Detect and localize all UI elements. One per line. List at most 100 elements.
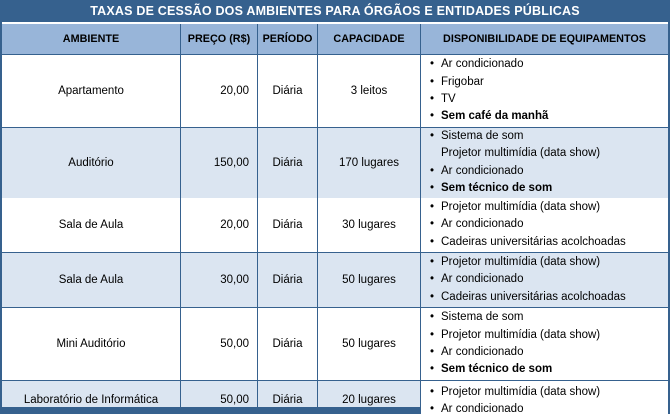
table-row: Auditório 150,00 Diária 170 lugares • Sis…	[2, 128, 668, 198]
equipment-text: TV	[441, 93, 456, 105]
bullet-icon: •	[430, 200, 435, 213]
cell-equipamentos: • Projetor multimídia (data show) • Ar cond…	[421, 381, 668, 414]
cell-equipamentos: • Sistema de som • Projetor multimídia (dat…	[421, 308, 668, 380]
bullet-icon: •	[430, 346, 435, 358]
bullet-icon: •	[430, 386, 435, 398]
equipment-text: Cadeiras universitárias acolchoadas	[441, 290, 626, 303]
cell-capacidade: 50 lugares	[318, 308, 421, 380]
bullet-icon	[430, 145, 441, 162]
equipment-item: Projetor multimídia (data show)	[430, 145, 666, 162]
equipment-item: • Sistema de som	[430, 309, 666, 326]
cell-periodo: Diária	[258, 55, 318, 127]
bullet-icon: •	[430, 93, 435, 105]
bullet-icon: •	[430, 363, 435, 376]
equipment-item: • Sem técnico de som	[430, 180, 666, 197]
column-header-preco: PREÇO (R$)	[181, 24, 258, 54]
bullet-icon: •	[430, 75, 435, 88]
equipment-text: Projetor multimídia (data show)	[441, 200, 601, 213]
bullet-icon: •	[430, 164, 435, 177]
equipment-item: • TV	[430, 91, 666, 108]
cell-capacidade: 3 leitos	[318, 55, 421, 127]
column-header-periodo: PERÍODO	[258, 24, 318, 54]
equipment-item: • Ar condicionado	[430, 216, 666, 233]
equipment-text: Ar condicionado	[441, 273, 524, 286]
equipment-item: • Sem técnico de som	[430, 361, 666, 378]
equipment-text: Sem café da manhã	[441, 110, 549, 123]
table-row: Sala de Aula 20,00 Diária 30 lugares • Pr…	[2, 198, 668, 253]
equipment-text: Projetor multimídia (data show)	[441, 255, 601, 268]
cell-equipamentos: • Ar condicionado • Frigobar • TV • Sem café da…	[421, 55, 668, 127]
table-row: Mini Auditório 50,00 Diária 50 lugares •…	[2, 308, 668, 381]
cell-equipamentos: • Sistema de som Projetor multimídia (data…	[421, 128, 668, 198]
cell-ambiente: Mini Auditório	[2, 308, 181, 380]
equipment-text: Projetor multimídia (data show)	[441, 147, 601, 160]
column-header-equipamentos: DISPONIBILIDADE DE EQUIPAMENTOS	[443, 33, 646, 45]
cell-ambiente: Auditório	[2, 128, 181, 198]
equipment-item: • Ar condicionado	[430, 56, 666, 73]
equipment-text: Sem técnico de som	[441, 363, 553, 376]
table-row: Sala de Aula 30,00 Diária 50 lugares • Pr…	[2, 253, 668, 308]
column-header-ambiente: AMBIENTE	[2, 24, 181, 54]
cell-ambiente: Sala de Aula	[2, 198, 181, 252]
cell-preco: 150,00	[181, 128, 258, 198]
equipment-item: • Ar condicionado	[430, 163, 666, 180]
equipment-item: • Projetor multimídia (data show)	[430, 254, 666, 271]
bullet-icon: •	[430, 110, 435, 123]
cell-periodo: Diária	[258, 308, 318, 380]
page-break-bar	[0, 407, 421, 414]
equipment-item: • Cadeiras universitárias acolchoadas	[430, 289, 666, 306]
bullet-icon: •	[430, 311, 435, 324]
bullet-icon: •	[430, 58, 435, 71]
bullet-icon: •	[430, 290, 435, 303]
bullet-icon: •	[430, 182, 435, 195]
equipment-item: • Ar condicionado	[430, 344, 666, 361]
bullet-icon: •	[430, 235, 435, 248]
equipment-text: Sistema de som	[441, 311, 524, 324]
cell-preco: 20,00	[181, 198, 258, 252]
bullet-icon: •	[430, 218, 435, 231]
equipment-text: Ar condicionado	[441, 58, 524, 71]
cell-preco: 30,00	[181, 253, 258, 307]
equipment-text: Ar condicionado	[441, 346, 524, 358]
equipment-text: Ar condicionado	[441, 403, 524, 414]
equipment-item: • Frigobar	[430, 74, 666, 91]
cell-equipamentos: • Projetor multimídia (data show) • Ar cond…	[421, 253, 668, 307]
cell-ambiente: Sala de Aula	[2, 253, 181, 307]
cell-equipamentos: • Projetor multimídia (data show) • Ar cond…	[421, 198, 668, 252]
equipment-item: • Sem café da manhã	[430, 108, 666, 125]
equipment-item: • Cadeiras universitárias acolchoadas	[430, 234, 666, 251]
equipment-item: • Sistema de som	[430, 128, 666, 145]
cell-capacidade: 30 lugares	[318, 198, 421, 252]
equipment-text: Sem técnico de som	[441, 182, 553, 195]
equipment-item: • Projetor multimídia (data show)	[430, 384, 666, 401]
bullet-icon: •	[430, 255, 435, 268]
cell-periodo: Diária	[258, 253, 318, 307]
equipment-text: Ar condicionado	[441, 164, 524, 177]
column-header-capacidade: CAPACIDADE	[318, 24, 421, 54]
equipment-item: • Ar condicionado	[430, 271, 666, 288]
cell-capacidade: 170 lugares	[318, 128, 421, 198]
bullet-icon: •	[430, 328, 435, 341]
cell-periodo: Diária	[258, 128, 318, 198]
equipment-text: Frigobar	[441, 75, 484, 88]
cell-capacidade: 50 lugares	[318, 253, 421, 307]
equipment-item: • Ar condicionado	[430, 401, 666, 414]
equipment-text: Cadeiras universitárias acolchoadas	[441, 235, 626, 248]
table-header-row: AMBIENTE PREÇO (R$) PERÍODO CAPACIDADE D…	[2, 24, 668, 55]
bullet-icon: •	[430, 403, 435, 414]
cell-ambiente: Apartamento	[2, 55, 181, 127]
cell-preco: 50,00	[181, 308, 258, 380]
equipment-text: Projetor multimídia (data show)	[441, 328, 601, 341]
cell-periodo: Diária	[258, 198, 318, 252]
equipment-text: Sistema de som	[441, 130, 524, 142]
equipment-text: Ar condicionado	[441, 218, 524, 231]
cell-preco: 20,00	[181, 55, 258, 127]
table-body: Apartamento 20,00 Diária 3 leitos • Ar co…	[2, 55, 668, 414]
bullet-icon: •	[430, 130, 435, 142]
equipment-text: Projetor multimídia (data show)	[441, 386, 601, 398]
table-row: Apartamento 20,00 Diária 3 leitos • Ar co…	[2, 55, 668, 128]
equipment-item: • Projetor multimídia (data show)	[430, 199, 666, 216]
bullet-icon: •	[430, 273, 435, 286]
